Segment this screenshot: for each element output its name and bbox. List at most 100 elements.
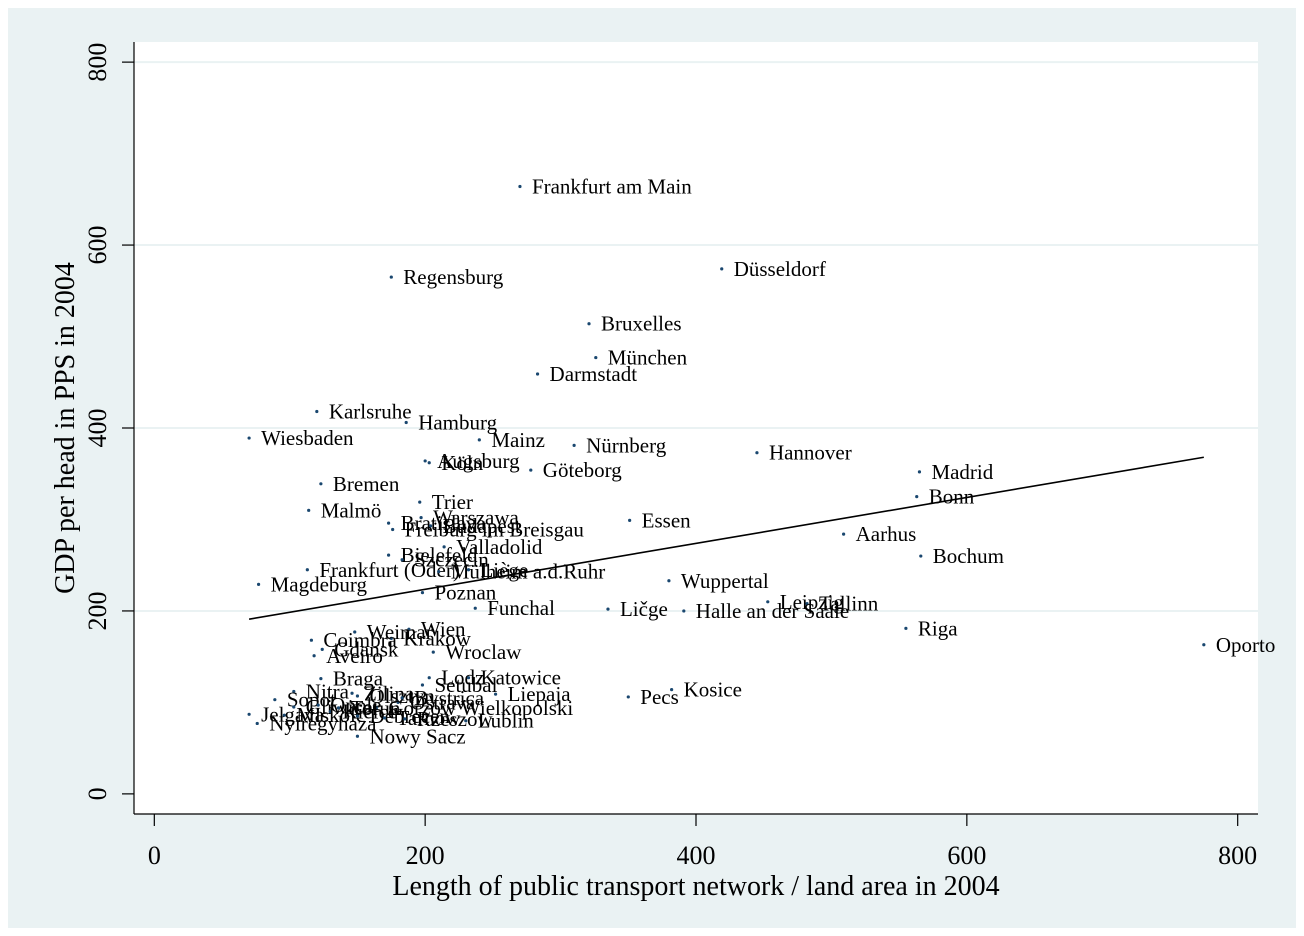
point-label: Jelgava (261, 702, 325, 726)
y-tick-label: 200 (83, 591, 112, 630)
point-label: Valladolid (456, 535, 543, 559)
y-tick-label: 600 (83, 226, 112, 265)
data-point (915, 495, 919, 499)
data-point (720, 267, 724, 271)
data-point (292, 689, 296, 694)
point-label: Düsseldorf (734, 257, 826, 281)
point-label: Bremen (333, 472, 400, 496)
data-point (389, 275, 393, 279)
data-point (255, 721, 259, 726)
data-point (305, 568, 309, 572)
data-point (431, 650, 435, 654)
data-point (466, 676, 471, 680)
data-point (353, 630, 357, 634)
point-label: Gorzow Wielkopolski (388, 696, 573, 720)
data-point (466, 568, 471, 572)
point-label: München (608, 346, 688, 370)
point-label: Aarhus (856, 522, 917, 546)
data-point (428, 524, 433, 528)
point-label: Bratislava (401, 511, 487, 535)
point-label: Hamburg (418, 411, 497, 435)
x-tick-label: 400 (677, 841, 716, 870)
point-label: Ličge (620, 597, 668, 621)
point-label: Essen (642, 508, 691, 532)
data-points: Frankfurt am Main Düsseldorf Regensburg Bru… (247, 175, 1275, 748)
data-point (587, 322, 591, 326)
data-point (307, 508, 311, 512)
point-label: Budapest (443, 514, 521, 538)
data-point (437, 570, 441, 574)
point-label: Bielefeld (401, 543, 478, 567)
data-point (396, 700, 400, 705)
data-point (355, 734, 360, 738)
data-point (628, 518, 632, 522)
point-label: Wien (421, 617, 466, 641)
data-point (427, 676, 431, 680)
point-label: Kielce (342, 700, 397, 724)
data-point (273, 698, 277, 702)
data-point (420, 683, 425, 687)
point-label: Nitra (306, 679, 350, 703)
point-label: Nyiregyhaza (269, 711, 377, 735)
data-point (477, 438, 481, 442)
point-label: Nowy Sacz (369, 724, 465, 748)
data-point (1202, 643, 1206, 647)
data-point (518, 184, 522, 189)
data-point (247, 712, 251, 716)
data-point (350, 691, 354, 695)
point-label: Mülheim a.d.Ruhr (451, 560, 606, 584)
point-label: Magdeburg (271, 572, 368, 596)
point-label: Krakow (403, 626, 471, 650)
point-label: Darmstadt (550, 362, 638, 386)
data-point (423, 459, 427, 463)
point-label: Frankfurt am Main (532, 175, 692, 199)
point-label: Tallinn (819, 592, 879, 616)
data-point (919, 554, 923, 558)
point-label: Aveiro (326, 644, 383, 668)
point-label: Olsztyn (369, 684, 435, 708)
data-point (403, 717, 407, 721)
data-point (529, 468, 533, 472)
point-label: Warszawa (433, 506, 519, 530)
data-point (319, 677, 323, 681)
point-label: Setubal (434, 673, 497, 697)
point-label: Wuppertal (681, 569, 769, 593)
point-label: Trier (432, 490, 473, 514)
data-point (389, 636, 393, 640)
data-point (917, 470, 922, 474)
data-point (594, 355, 598, 360)
x-tick-label: 200 (406, 841, 445, 870)
point-label: Nürnberg (586, 433, 667, 457)
data-point (493, 692, 498, 696)
point-label: Riga (918, 616, 958, 640)
point-label: Köln (441, 451, 484, 475)
y-tick-label: 400 (83, 409, 112, 448)
point-label: Mainz (491, 428, 545, 452)
point-label: Kosice (684, 678, 742, 702)
point-label: Bruxelles (601, 312, 681, 336)
data-point (682, 609, 686, 613)
data-point (386, 553, 391, 557)
y-tick-label: 0 (83, 787, 112, 800)
point-label: Karlsruhe (329, 400, 412, 424)
point-label: Szczecin (414, 548, 489, 572)
data-point (355, 714, 360, 718)
x-tick-label: 800 (1218, 841, 1257, 870)
point-label: Freiburg im Breisgau (405, 518, 585, 542)
data-point (316, 703, 320, 707)
point-label: Funchal (487, 596, 555, 620)
point-label: Bonn (929, 485, 975, 509)
data-point (419, 516, 423, 520)
point-label: Zilina (364, 681, 415, 705)
point-label: Malmö (321, 498, 382, 522)
data-point (420, 591, 425, 595)
data-point (282, 713, 286, 717)
point-label: Miskolc (296, 703, 365, 727)
data-point (400, 696, 404, 700)
point-label: Coimbra (323, 628, 397, 652)
data-point (442, 545, 446, 549)
point-label: Pecs (640, 685, 679, 709)
data-point (805, 602, 809, 606)
data-point (535, 372, 540, 376)
